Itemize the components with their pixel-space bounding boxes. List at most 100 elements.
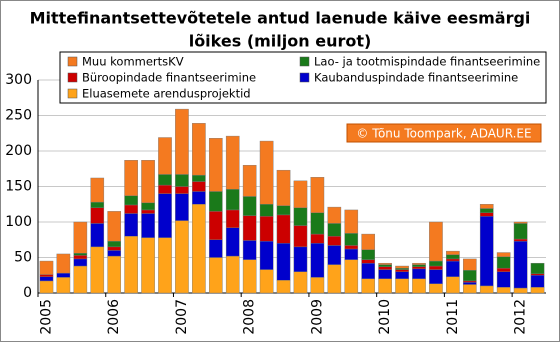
bar-segment [242, 196, 257, 216]
bar-segment [378, 269, 392, 280]
bar-segment [378, 266, 392, 270]
bar-segment [310, 212, 325, 235]
bar-segment [293, 207, 308, 226]
bar-segment [73, 255, 88, 260]
y-tick-label: 300 [5, 72, 32, 88]
bar-segment [429, 221, 443, 262]
bar-segment [73, 258, 88, 267]
bar-segment [259, 216, 274, 242]
bar-segment [446, 258, 460, 262]
bar-segment [462, 282, 477, 285]
bar-segment [496, 252, 511, 257]
bar-segment [208, 191, 223, 212]
bar-segment [446, 260, 460, 277]
bar-segment [293, 271, 308, 294]
bar-segment [412, 268, 426, 279]
bar-segment [259, 269, 274, 294]
bar-segment [395, 278, 409, 294]
bar-segment [479, 212, 494, 217]
bar-segment [124, 235, 138, 294]
bar-segment [513, 240, 528, 289]
chart-subtitle: lõikes (miljon eurot) [189, 32, 372, 51]
bar-segment [361, 259, 376, 264]
bar-segment [276, 214, 291, 244]
bar-segment [310, 177, 325, 213]
bar-segment [73, 221, 88, 254]
bar-segment [412, 278, 426, 294]
bar-segment [276, 169, 291, 206]
bar-segment [141, 237, 155, 294]
x-tick-label: 2005 [38, 299, 54, 335]
bar-segment [175, 108, 189, 175]
legend-swatch [67, 72, 78, 83]
bar-segment [395, 269, 409, 272]
bar-segment [192, 191, 206, 205]
bar-segment [208, 257, 223, 294]
bar-segment [496, 256, 511, 269]
bar-segment [225, 227, 240, 257]
bar-segment [107, 211, 122, 242]
bar-segment [479, 285, 494, 294]
bar-segment [192, 123, 206, 176]
legend-label: Lao- ja tootmispindade finantseerimine [314, 55, 540, 69]
bar-segment [175, 220, 189, 294]
bar-segment [496, 267, 511, 272]
bar-segment [310, 233, 325, 244]
bar-segment [259, 240, 274, 270]
legend-swatch [67, 56, 78, 67]
bar-segment [259, 204, 274, 217]
bar-segment [56, 253, 71, 274]
bar-segment [276, 205, 291, 216]
legend-swatch [299, 72, 310, 83]
bar-segment [242, 259, 257, 294]
x-tick-label: 2012 [513, 299, 529, 335]
bar-segment [344, 245, 359, 250]
y-tick-label: 250 [5, 108, 32, 124]
bar-segment [242, 240, 257, 260]
bar-segment [479, 208, 494, 213]
bar-segment [412, 266, 426, 270]
bar-segment [479, 216, 494, 287]
bar-segment [192, 174, 206, 182]
bar-segment [39, 274, 54, 277]
bar-segment [496, 287, 511, 294]
x-tick-label: 2011 [445, 299, 461, 335]
bar-segment [158, 137, 172, 175]
bar-segment [39, 260, 54, 275]
bar-segment [530, 287, 545, 294]
bar-segment [530, 262, 545, 275]
bar-segment [395, 271, 409, 280]
bar-segment [429, 265, 443, 270]
bar-segment [90, 246, 105, 294]
bar-segment [293, 180, 308, 209]
bar-segment [242, 215, 257, 241]
bar-segment [462, 270, 477, 282]
bar-segment [462, 280, 477, 283]
bar-segment [208, 138, 223, 192]
bar-segment [259, 140, 274, 205]
bar-segment [361, 233, 376, 250]
bar-segment [361, 278, 376, 294]
legend-label: Büroopindade finantseerimine [82, 71, 256, 85]
bar-segment [479, 204, 494, 209]
bar-segment [90, 177, 105, 203]
bar-segment [208, 211, 223, 240]
bar-segment [395, 265, 409, 269]
bar-segment [73, 265, 88, 294]
x-tick-label: 2007 [174, 299, 190, 335]
bar-segment [513, 221, 528, 224]
bar-segment [141, 209, 155, 214]
bar-segment [39, 280, 54, 294]
bar-segment [462, 258, 477, 271]
bar-segment [429, 283, 443, 294]
bar-segment [141, 202, 155, 211]
bar-segment [242, 164, 257, 197]
bar-segment [124, 160, 138, 196]
y-tick-label: 0 [23, 285, 32, 301]
bar-segment [310, 277, 325, 294]
bar-segment [107, 250, 122, 257]
bar-segment [141, 160, 155, 204]
bar-segment [412, 262, 426, 265]
x-tick-label: 2009 [309, 299, 325, 335]
